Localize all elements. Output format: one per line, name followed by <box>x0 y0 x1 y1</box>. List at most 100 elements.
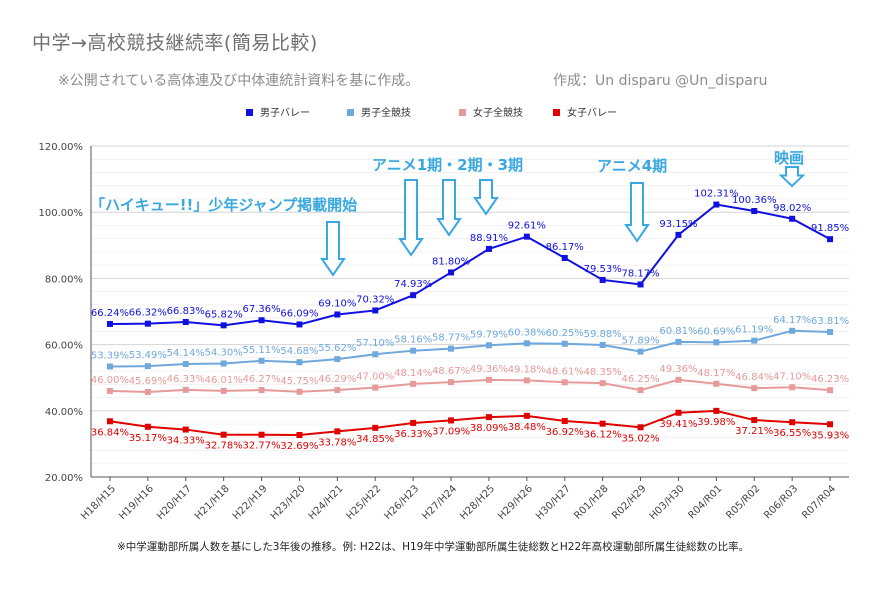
data-point <box>410 347 417 354</box>
data-label: 61.19% <box>735 325 773 336</box>
data-point <box>599 380 606 387</box>
data-label: 46.27% <box>242 374 280 385</box>
data-label: 32.77% <box>242 441 280 452</box>
series-line <box>109 203 831 327</box>
data-point <box>372 384 379 391</box>
data-point <box>485 376 492 383</box>
data-point <box>485 245 492 252</box>
series-line <box>109 329 831 368</box>
data-label: 86.17% <box>546 242 584 253</box>
annotation-arrow <box>473 179 499 216</box>
data-label: 37.21% <box>735 426 773 437</box>
data-point <box>334 311 341 318</box>
data-point <box>144 363 151 370</box>
data-label: 36.92% <box>546 427 584 438</box>
data-point <box>637 281 644 288</box>
legend-label: 男子全競技 <box>361 106 411 119</box>
data-label: 102.31% <box>694 189 739 200</box>
data-point <box>220 431 227 438</box>
data-point <box>599 420 606 427</box>
x-tick-label: H24/H21 <box>307 483 346 522</box>
data-label: 60.69% <box>697 326 735 337</box>
x-tick-label: R01/H28 <box>572 483 610 521</box>
data-label: 35.02% <box>621 433 659 444</box>
data-label: 64.17% <box>773 315 811 326</box>
data-point <box>258 431 265 438</box>
data-label: 46.23% <box>811 374 849 385</box>
data-label: 66.24% <box>91 308 129 319</box>
data-label: 81.80% <box>432 256 470 267</box>
annotation-text: 映画 <box>774 149 804 167</box>
data-point <box>334 386 341 393</box>
legend-label: 女子バレー <box>567 106 617 119</box>
data-point <box>675 409 682 416</box>
x-tick-label: R06/R03 <box>762 483 800 521</box>
data-label: 67.36% <box>242 304 280 315</box>
data-label: 47.10% <box>773 371 811 382</box>
data-point <box>751 417 758 424</box>
data-point <box>144 388 151 395</box>
data-label: 57.10% <box>356 338 394 349</box>
data-point <box>106 363 113 370</box>
data-label: 46.29% <box>318 374 356 385</box>
data-label: 46.25% <box>621 374 659 385</box>
data-label: 45.69% <box>129 376 167 387</box>
data-point <box>561 417 568 424</box>
data-label: 39.98% <box>697 417 735 428</box>
data-label: 32.69% <box>280 441 318 452</box>
data-point <box>410 292 417 299</box>
data-point <box>523 377 530 384</box>
annotation-text: アニメ4期 <box>597 157 667 175</box>
data-point <box>448 417 455 424</box>
data-point <box>182 426 189 433</box>
series-line <box>109 378 831 393</box>
x-tick-label: R02/H29 <box>610 483 648 521</box>
data-label: 60.38% <box>508 327 546 338</box>
data-label: 66.83% <box>167 306 205 317</box>
data-point <box>523 412 530 419</box>
data-point <box>372 307 379 314</box>
data-label: 37.09% <box>432 426 470 437</box>
data-point <box>485 342 492 349</box>
data-label: 66.32% <box>129 308 167 319</box>
series-line <box>109 409 831 436</box>
data-point <box>182 386 189 393</box>
data-point <box>182 318 189 325</box>
legend-label: 男子バレー <box>260 107 310 119</box>
data-label: 49.18% <box>508 364 546 375</box>
data-label: 74.93% <box>394 279 432 290</box>
data-label: 48.35% <box>584 367 622 378</box>
data-label: 47.00% <box>356 372 394 383</box>
data-label: 53.49% <box>129 350 167 361</box>
data-label: 38.09% <box>470 423 508 434</box>
data-point <box>334 428 341 435</box>
data-point <box>713 339 720 346</box>
data-label: 48.67% <box>432 366 470 377</box>
data-point <box>561 254 568 261</box>
legend-swatch <box>459 109 466 116</box>
data-label: 46.33% <box>167 374 205 385</box>
legend-swatch <box>553 109 560 116</box>
data-point <box>372 424 379 431</box>
legend-swatch <box>347 109 354 116</box>
data-point <box>334 356 341 363</box>
x-tick-label: H28/H25 <box>458 483 497 522</box>
data-label: 65.82% <box>205 309 243 320</box>
data-label: 57.89% <box>621 336 659 347</box>
y-tick-label: 120.00% <box>39 142 84 153</box>
data-point <box>675 231 682 238</box>
data-point <box>675 338 682 345</box>
data-label: 34.33% <box>167 436 205 447</box>
data-point <box>182 360 189 367</box>
data-label: 35.17% <box>129 433 167 444</box>
chart-author: 作成：Un disparu @Un_disparu <box>553 73 768 89</box>
data-label: 35.93% <box>811 430 849 441</box>
data-point <box>258 317 265 324</box>
y-tick-label: 60.00% <box>45 341 83 352</box>
data-label: 36.12% <box>584 430 622 441</box>
annotation-arrow <box>320 221 346 277</box>
y-tick-label: 40.00% <box>45 407 83 418</box>
x-tick-label: H29/H26 <box>496 483 535 522</box>
data-point <box>296 359 303 366</box>
